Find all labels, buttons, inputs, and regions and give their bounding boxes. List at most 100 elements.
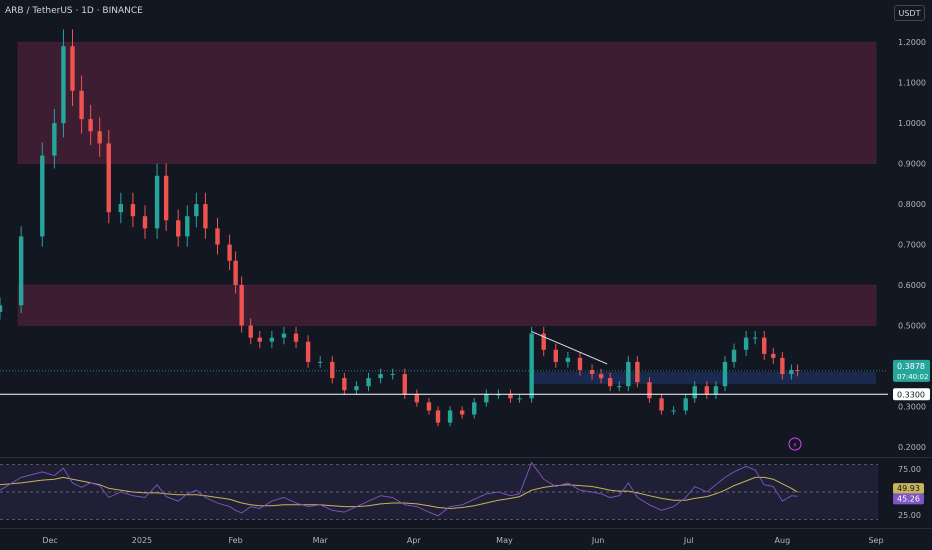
price-axis-tick: 1.2000 <box>898 38 926 47</box>
candle <box>130 204 136 217</box>
resistance-zone-upper <box>17 41 877 164</box>
currency-button[interactable]: USDT <box>894 5 925 21</box>
candle <box>472 402 477 415</box>
countdown-label: 07:40:02 <box>897 373 928 381</box>
candle <box>227 244 232 261</box>
candle <box>692 386 697 399</box>
candle <box>390 374 395 376</box>
price-axis-tick: 0.8000 <box>898 200 926 209</box>
candle <box>671 410 676 412</box>
current-price-label: 0.3878 <box>897 362 925 371</box>
time-axis-tick: Jun <box>591 536 605 545</box>
candle <box>70 46 75 91</box>
candle <box>176 220 181 237</box>
price-axis-tick: 0.5000 <box>898 322 926 331</box>
candle <box>626 361 631 387</box>
rsi-ma-value: 49.93 <box>897 484 920 493</box>
candle <box>529 333 534 399</box>
current-price-badge <box>893 359 930 382</box>
candle <box>722 361 728 387</box>
candle <box>79 90 84 120</box>
time-axis-tick: May <box>496 536 513 545</box>
candle <box>780 357 785 375</box>
rsi-line <box>0 461 798 517</box>
candle <box>713 386 719 395</box>
price-axis-tick: 0.2000 <box>898 443 926 452</box>
candle <box>517 398 522 400</box>
time-axis-tick: Jul <box>683 536 694 545</box>
candle <box>752 337 758 339</box>
time-axis-tick: Dec <box>42 536 57 545</box>
time-axis-tick: Apr <box>407 536 422 545</box>
candle <box>598 374 604 379</box>
candle <box>366 378 371 387</box>
support-price-label: 0.3300 <box>897 390 925 399</box>
candle <box>163 175 169 221</box>
candle <box>293 333 299 342</box>
candle <box>305 341 311 362</box>
candle <box>541 333 546 350</box>
price-axis-tick: 0.3000 <box>898 402 926 411</box>
lightning-icon <box>788 437 802 451</box>
time-axis-tick: 2025 <box>132 536 152 545</box>
rsi-ma-line <box>0 476 798 510</box>
candle <box>342 378 347 391</box>
candle <box>647 382 652 399</box>
rsi-value: 45.26 <box>897 494 920 503</box>
candle <box>426 402 432 411</box>
candle <box>435 410 441 423</box>
candle <box>402 374 407 395</box>
candle <box>447 410 453 423</box>
candle <box>194 204 199 217</box>
candle <box>248 325 253 338</box>
candle <box>118 204 124 213</box>
support-price-badge <box>893 388 930 401</box>
time-axis-tick: Feb <box>229 536 243 545</box>
candle <box>354 386 359 391</box>
time-axis-tick: Mar <box>313 536 329 545</box>
candle <box>617 386 622 388</box>
candle <box>789 370 794 375</box>
candle <box>683 398 688 411</box>
candle <box>762 337 767 354</box>
candle <box>731 349 737 362</box>
candle <box>378 374 383 379</box>
support-zone <box>531 372 876 385</box>
candle <box>317 361 323 363</box>
candle <box>18 236 24 306</box>
candle <box>239 285 244 326</box>
candle <box>40 155 45 237</box>
candle <box>281 333 287 338</box>
candle <box>659 398 664 411</box>
candle <box>106 143 111 213</box>
candle <box>330 361 335 379</box>
candle <box>215 228 220 245</box>
rsi-value-badge <box>893 493 924 505</box>
time-axis-tick: Aug <box>775 536 791 545</box>
candle <box>61 46 66 124</box>
candle <box>269 337 275 342</box>
resistance-zone-lower <box>17 284 877 326</box>
price-axis-tick: 0.9000 <box>898 160 926 169</box>
candle <box>704 386 710 395</box>
candle <box>154 175 160 229</box>
candle <box>459 410 465 415</box>
candle <box>508 394 513 399</box>
candle <box>142 216 148 229</box>
candle <box>589 370 595 375</box>
candle <box>743 337 749 350</box>
trendline <box>531 331 608 365</box>
rsi-axis-tick: 75.00 <box>898 465 921 474</box>
candle <box>257 337 262 342</box>
symbol-title[interactable]: ARB / TetherUS · 1D · BINANCE <box>5 6 143 16</box>
rsi-ma-badge <box>893 483 924 495</box>
candle <box>0 305 3 312</box>
candle <box>185 216 190 237</box>
time-axis-tick: Sep <box>868 536 883 545</box>
price-axis-tick: 0.7000 <box>898 241 926 250</box>
candle <box>484 394 489 403</box>
candle <box>577 357 583 371</box>
candle <box>607 378 613 387</box>
candle <box>795 370 800 372</box>
